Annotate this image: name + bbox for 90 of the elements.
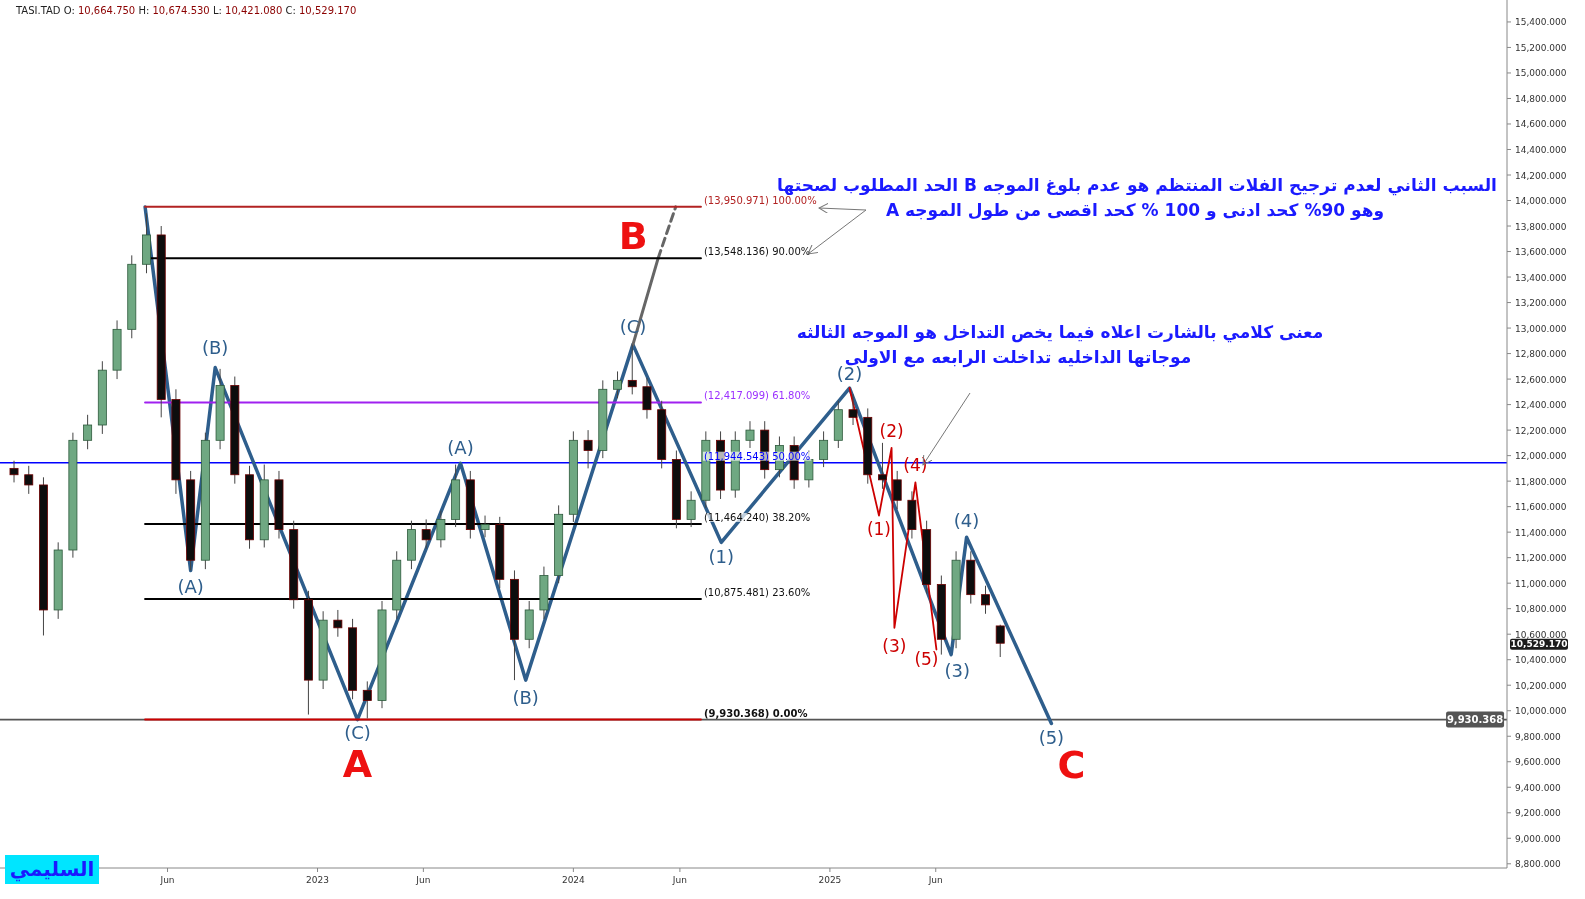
y-tick-label: 13,800.000	[1515, 221, 1567, 232]
candlestick	[686, 490, 696, 528]
candlestick	[583, 429, 593, 469]
y-tick-label: 12,600.000	[1515, 374, 1567, 385]
y-tick-label: 14,400.000	[1515, 144, 1567, 155]
annotation: (A)	[177, 575, 204, 597]
candlestick	[642, 377, 652, 420]
y-tick-label: 12,200.000	[1515, 425, 1567, 436]
y-tick-label: 10,600.000	[1515, 629, 1567, 640]
x-tick-label: 2023	[306, 875, 329, 885]
annotation: (B)	[512, 686, 539, 708]
annotation: (10,875.481) 23.60%	[703, 587, 811, 599]
annotation: (C)	[344, 722, 371, 744]
annotation: (A)	[447, 436, 474, 458]
annotation: (1)	[708, 545, 735, 567]
x-tick-label: Jun	[927, 875, 943, 885]
candlestick	[24, 465, 34, 495]
annotation: (1)	[866, 518, 892, 539]
annotation: B	[618, 214, 648, 259]
annotation: (13,548.136) 90.00%	[703, 246, 811, 258]
y-tick-label: 14,800.000	[1515, 93, 1567, 104]
y-tick-label: 9,400.000	[1515, 782, 1562, 793]
text: TASI.TAD O: 10,664.750 H: 10,674.530 L: 10,421.080 C:	[16, 5, 296, 16]
annotation: (11,464.240) 38.20%	[703, 511, 811, 523]
y-tick-label: 11,000.000	[1515, 578, 1567, 589]
candlestick	[9, 460, 19, 483]
annotation: (12,417.099) 61.80%	[703, 390, 811, 402]
annotation: السليمي	[9, 857, 95, 882]
y-tick-label: 9,600.000	[1515, 757, 1562, 768]
y-tick-label: 12,400.000	[1515, 400, 1567, 411]
candlestick	[613, 370, 622, 399]
text: 10,529.170	[1510, 638, 1568, 649]
candlestick	[892, 470, 902, 510]
y-tick-label: 12,800.000	[1515, 349, 1567, 360]
candlestick	[995, 624, 1005, 658]
y-tick-label: 15,400.000	[1515, 17, 1567, 28]
annotation: A	[342, 741, 373, 786]
y-tick-label: 14,200.000	[1515, 170, 1567, 181]
annotation: معنى كلامي بالشارت اعلاه فيما يخص التداخل هو الموجه الثالثه	[796, 322, 1324, 343]
y-tick-label: 14,000.000	[1515, 196, 1567, 207]
candlestick	[745, 420, 755, 449]
annotation: (13,950.971) 100.00%	[703, 194, 817, 206]
annotation: 10,529.170	[295, 5, 357, 16]
y-tick-label: 10,800.000	[1515, 604, 1567, 615]
y-tick-label: 9,200.000	[1515, 808, 1562, 819]
annotation: السبب الثاني لعدم ترجيح الفلات المنتظم هو عدم بلوغ الموجه B الحد المطلوب لصحتها	[777, 175, 1497, 196]
y-tick-label: 11,400.000	[1515, 527, 1567, 538]
x-tick-label: Jun	[159, 875, 175, 885]
y-tick-label: 15,200.000	[1515, 42, 1567, 53]
y-tick-label: 10,000.000	[1515, 706, 1567, 717]
candlestick	[480, 515, 490, 538]
annotation: (3)	[882, 635, 907, 656]
candlestick	[333, 609, 343, 638]
x-tick-label: Jun	[671, 875, 687, 885]
y-tick-label: 12,000.000	[1515, 451, 1567, 462]
annotation: (11,944.543) 50.00%	[703, 450, 811, 462]
y-tick-label: 13,600.000	[1515, 247, 1567, 258]
candlestick	[421, 518, 431, 550]
y-tick-label: 9,800.000	[1515, 731, 1562, 742]
y-tick-label: 13,200.000	[1515, 298, 1567, 309]
y-tick-label: 14,600.000	[1515, 119, 1567, 130]
y-tick-label: 13,400.000	[1515, 272, 1567, 283]
y-tick-label: 11,800.000	[1515, 476, 1567, 487]
y-tick-label: 8,800.000	[1515, 859, 1562, 870]
x-tick-label: 2024	[561, 875, 586, 885]
y-tick-label: 15,000.000	[1515, 68, 1567, 79]
x-tick-label: Jun	[415, 875, 431, 885]
candlestick	[362, 680, 372, 719]
y-tick-label: 10,400.000	[1515, 655, 1567, 666]
y-tick-label: 9,000.000	[1515, 833, 1562, 844]
annotation: (3)	[944, 660, 970, 682]
x-tick-label: 2025	[818, 875, 842, 885]
candlestick	[83, 414, 93, 450]
annotation: (4)	[953, 509, 980, 531]
y-tick-label: 11,200.000	[1515, 553, 1567, 564]
candlestick	[436, 509, 446, 548]
candlestick	[981, 585, 990, 615]
candlestick	[848, 393, 858, 426]
annotation: (2)	[879, 420, 904, 441]
annotation: 9,930.368	[1446, 714, 1504, 726]
annotation: (9,930.368) 0.00%	[703, 707, 808, 719]
annotation: (B)	[201, 337, 229, 359]
annotation: (5)	[914, 648, 939, 669]
candlestick	[819, 430, 829, 468]
y-tick-label: 13,000.000	[1515, 323, 1567, 334]
y-tick-label: 10,200.000	[1515, 680, 1567, 691]
candlestick	[627, 344, 637, 395]
y-tick-label: 11,600.000	[1515, 502, 1567, 513]
candlestick	[878, 442, 887, 490]
annotation: وهو 90% كحد ادنى و 100 % كحد اقصى من طول الموجه A	[885, 200, 1385, 221]
